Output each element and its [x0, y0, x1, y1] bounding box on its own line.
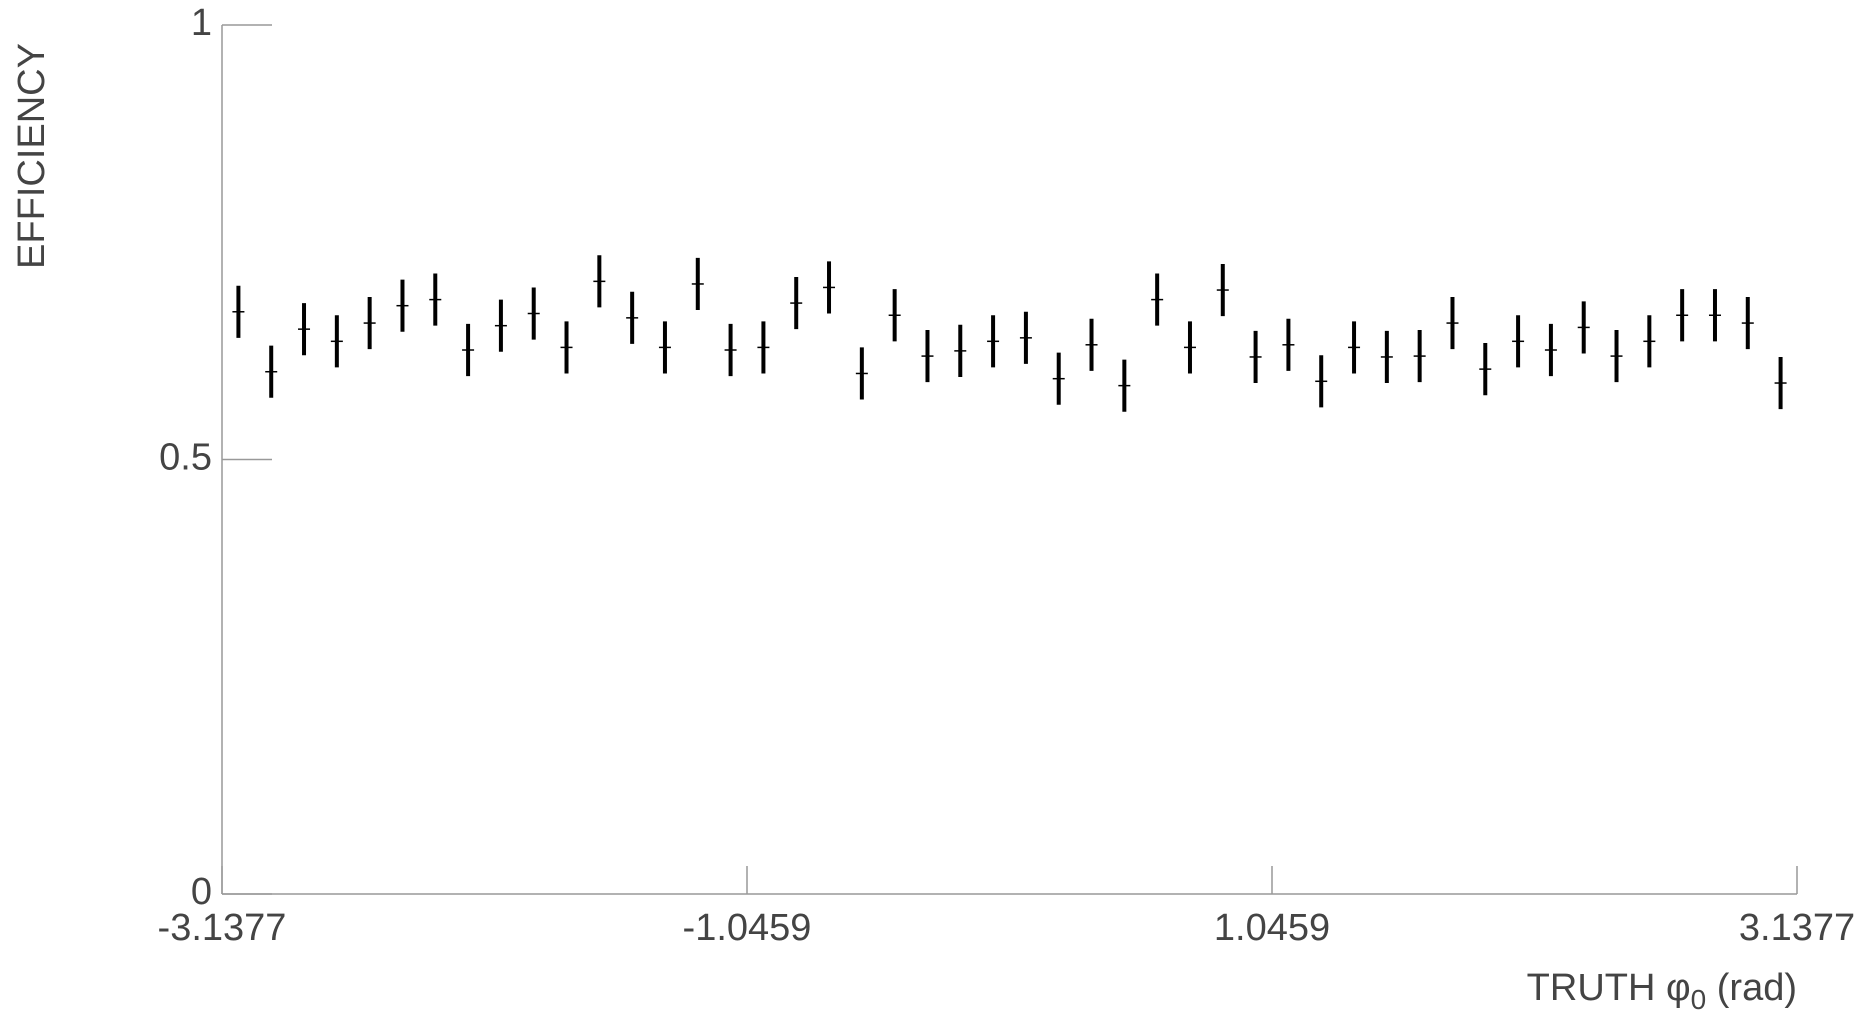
x-tick-label: 3.1377 [1739, 907, 1855, 949]
x-axis-label-subscript: 0 [1691, 984, 1707, 1015]
x-tick-label: -1.0459 [683, 907, 812, 949]
x-tick-label: -3.1377 [158, 907, 287, 949]
x-axis-label-main: TRUTH φ [1527, 967, 1691, 1009]
y-axis-label: EFFICIENCY [11, 43, 53, 269]
y-tick-label: 0 [191, 871, 212, 913]
x-axis-label: TRUTH φ0 (rad) [1527, 967, 1797, 1015]
y-tick-label: 0.5 [159, 437, 212, 479]
x-tick-label: 1.0459 [1214, 907, 1330, 949]
y-tick-label: 1 [191, 2, 212, 44]
x-axis-label-suffix: (rad) [1706, 967, 1797, 1009]
